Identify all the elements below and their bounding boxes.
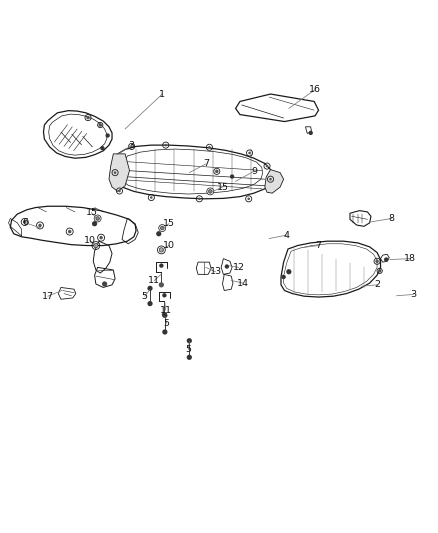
- Circle shape: [159, 224, 166, 231]
- Circle shape: [378, 269, 381, 272]
- Text: 14: 14: [237, 279, 249, 288]
- Circle shape: [162, 329, 167, 335]
- Text: 7: 7: [315, 241, 321, 250]
- Circle shape: [375, 260, 379, 263]
- Text: 10: 10: [84, 236, 96, 245]
- Circle shape: [99, 236, 103, 239]
- Text: 8: 8: [389, 214, 395, 223]
- Circle shape: [92, 221, 97, 227]
- Text: 10: 10: [163, 241, 175, 250]
- Circle shape: [308, 131, 313, 135]
- Circle shape: [247, 198, 250, 200]
- Text: 18: 18: [404, 254, 416, 263]
- Circle shape: [282, 275, 286, 279]
- Polygon shape: [109, 154, 130, 191]
- Text: 11: 11: [148, 276, 160, 285]
- Text: 5: 5: [185, 345, 191, 354]
- Circle shape: [160, 227, 164, 230]
- Circle shape: [187, 338, 192, 343]
- Text: 1: 1: [159, 90, 165, 99]
- Circle shape: [159, 248, 163, 252]
- Text: 7: 7: [203, 159, 209, 168]
- Circle shape: [266, 165, 268, 167]
- Circle shape: [286, 269, 291, 274]
- Text: 4: 4: [284, 231, 290, 239]
- Circle shape: [68, 230, 71, 233]
- Circle shape: [207, 188, 214, 195]
- Circle shape: [86, 116, 90, 119]
- Circle shape: [131, 145, 133, 148]
- Text: 15: 15: [163, 219, 175, 228]
- Circle shape: [99, 123, 102, 127]
- Text: 11: 11: [160, 305, 172, 314]
- Circle shape: [159, 263, 163, 268]
- Circle shape: [159, 282, 164, 287]
- Circle shape: [162, 293, 166, 297]
- Text: 15: 15: [216, 182, 229, 191]
- Circle shape: [230, 174, 234, 179]
- Circle shape: [118, 190, 121, 192]
- Text: 3: 3: [129, 141, 135, 150]
- Circle shape: [225, 264, 229, 269]
- Text: 5: 5: [142, 292, 148, 301]
- Text: 9: 9: [251, 167, 257, 176]
- Circle shape: [164, 144, 167, 147]
- Circle shape: [269, 178, 272, 181]
- Text: 3: 3: [410, 290, 417, 299]
- Circle shape: [148, 286, 152, 291]
- Text: 17: 17: [42, 292, 54, 301]
- Circle shape: [248, 152, 251, 154]
- Text: 16: 16: [309, 85, 321, 94]
- Circle shape: [114, 171, 117, 174]
- Circle shape: [38, 224, 42, 227]
- Text: 2: 2: [374, 280, 380, 289]
- Circle shape: [162, 312, 167, 317]
- Circle shape: [102, 281, 107, 287]
- Circle shape: [94, 215, 101, 222]
- Circle shape: [208, 190, 212, 193]
- Circle shape: [198, 198, 201, 200]
- Circle shape: [94, 244, 98, 248]
- Circle shape: [96, 217, 99, 220]
- Circle shape: [150, 196, 152, 199]
- Text: 5: 5: [164, 319, 170, 328]
- Circle shape: [187, 354, 192, 360]
- Circle shape: [106, 133, 110, 138]
- Text: 15: 15: [85, 208, 98, 217]
- Circle shape: [23, 220, 26, 224]
- Circle shape: [208, 146, 211, 149]
- Text: 12: 12: [233, 263, 245, 272]
- Text: 6: 6: [23, 219, 28, 228]
- Circle shape: [100, 146, 105, 150]
- Polygon shape: [265, 169, 284, 193]
- Circle shape: [148, 301, 152, 306]
- Circle shape: [384, 257, 389, 262]
- Circle shape: [162, 313, 167, 318]
- Text: 13: 13: [209, 267, 222, 276]
- Circle shape: [156, 231, 161, 236]
- Circle shape: [215, 169, 219, 173]
